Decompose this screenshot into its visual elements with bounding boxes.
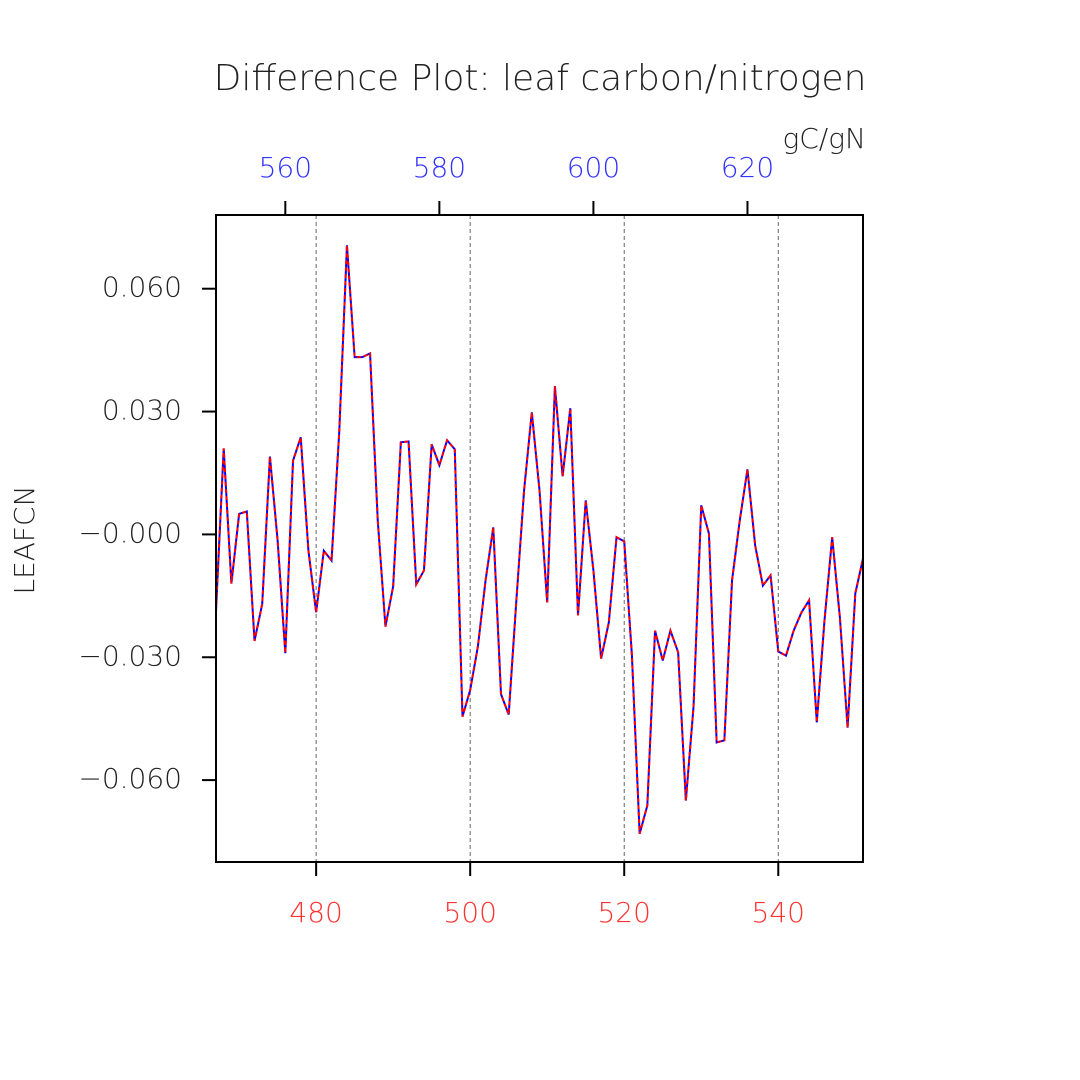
x-tick-label: 500 — [443, 896, 496, 929]
series-line — [216, 245, 863, 835]
series-line — [216, 245, 863, 835]
chart-title: Difference Plot: leaf carbon/nitrogen — [214, 58, 867, 99]
y-tick-label: −0.060 — [78, 762, 182, 795]
y-tick-label: −0.000 — [78, 516, 182, 549]
y-tick-label: 0.030 — [102, 394, 182, 427]
plot-frame — [215, 214, 864, 863]
x-tick-label: 480 — [289, 896, 342, 929]
y-tick-label: −0.030 — [78, 639, 182, 672]
x2-tick-label: 620 — [721, 151, 774, 184]
x2-tick-label: 560 — [259, 151, 312, 184]
x2-tick-label: 580 — [413, 151, 466, 184]
units-label: gC/gN — [782, 122, 866, 155]
y-tick-label: 0.060 — [102, 271, 182, 304]
y-axis-label: LEAFCN — [8, 485, 41, 594]
x-tick-label: 520 — [597, 896, 650, 929]
x2-tick-label: 600 — [567, 151, 620, 184]
x-tick-label: 540 — [752, 896, 805, 929]
